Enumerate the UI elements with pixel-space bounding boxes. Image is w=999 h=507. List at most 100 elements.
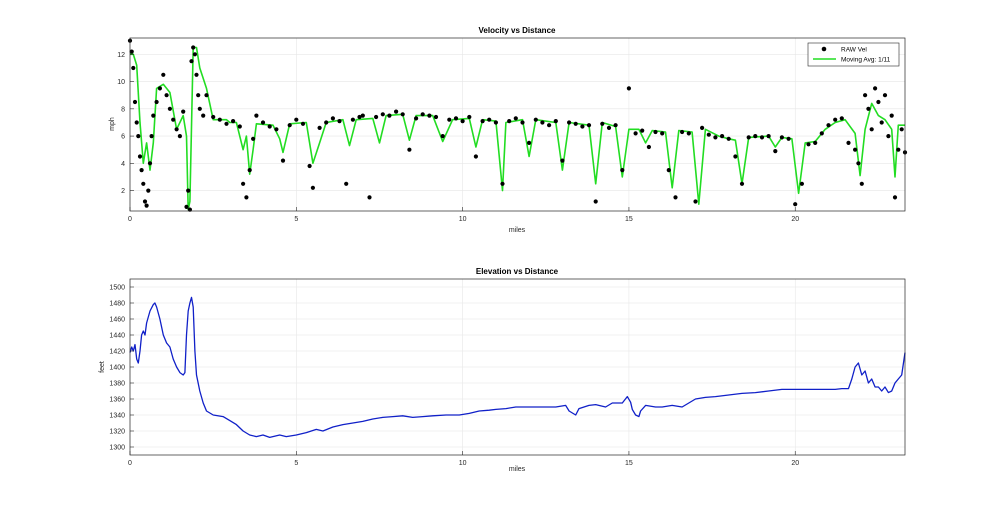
- y-tick-label: 1380: [109, 381, 125, 388]
- raw-vel-point: [600, 121, 605, 126]
- raw-vel-point: [337, 119, 342, 124]
- raw-vel-point: [237, 124, 242, 129]
- raw-vel-point: [786, 136, 791, 141]
- velocity-chart: 0 5 10 15 20 2 4 6 8 10 12 Velocity vs Distance m…: [109, 26, 908, 234]
- raw-vel-point: [806, 142, 811, 147]
- y-tick-label: 1360: [109, 397, 125, 404]
- velocity-axes-box: [129, 37, 906, 212]
- raw-vel-point: [420, 112, 425, 117]
- y-tick-label: 6: [121, 134, 125, 141]
- raw-vel-point: [360, 113, 365, 118]
- y-tick-label: 1340: [109, 413, 125, 420]
- raw-vel-point: [853, 147, 858, 152]
- y-tick-label: 1480: [109, 301, 125, 308]
- raw-vel-point: [433, 114, 439, 120]
- raw-vel-point: [197, 106, 202, 111]
- raw-vel-point: [141, 181, 146, 186]
- raw-vel-point: [187, 207, 192, 212]
- velocity-x-axis-label: miles: [509, 227, 526, 234]
- y-tick-label: 8: [121, 106, 125, 113]
- raw-vel-point: [460, 119, 465, 124]
- raw-vel-point: [739, 181, 745, 186]
- raw-vel-point: [560, 158, 565, 163]
- raw-vel-point: [653, 129, 658, 135]
- raw-vel-point: [132, 99, 138, 105]
- raw-vel-point: [151, 113, 156, 118]
- elevation-x-ticks: 0 5 10 15 20: [128, 451, 799, 467]
- raw-vel-point: [171, 117, 176, 122]
- raw-vel-point: [813, 140, 818, 145]
- raw-vel-point: [310, 185, 315, 190]
- raw-vel-point: [287, 123, 292, 128]
- elevation-chart: 0 5 10 15 20 1300 1320 1340 1360 1380 1400 1420 144…: [99, 267, 906, 473]
- raw-vel-point: [330, 116, 335, 121]
- velocity-y-axis-label: mph: [109, 117, 116, 131]
- raw-vel-point: [231, 119, 236, 124]
- raw-vel-point: [507, 119, 512, 124]
- raw-vel-point: [899, 127, 904, 132]
- raw-vel-point: [129, 49, 134, 54]
- raw-vel-point: [793, 202, 798, 207]
- y-tick-label: 2: [121, 188, 125, 195]
- raw-vel-point: [839, 116, 844, 121]
- raw-vel-point: [673, 195, 678, 200]
- raw-vel-point: [896, 147, 901, 152]
- raw-vel-point: [779, 135, 785, 140]
- raw-vel-point: [480, 119, 485, 124]
- y-tick-label: 1420: [109, 349, 125, 356]
- raw-vel-point: [217, 117, 222, 122]
- raw-vel-point: [882, 93, 888, 98]
- x-tick-label: 5: [294, 216, 298, 223]
- raw-vel-point: [374, 114, 379, 120]
- raw-vel-point: [157, 86, 162, 91]
- raw-vel-point: [593, 199, 598, 204]
- raw-vel-point: [863, 93, 868, 98]
- moving-avg-line: [130, 46, 905, 211]
- raw-vel-point: [826, 123, 831, 128]
- x-tick-label: 10: [459, 460, 467, 467]
- raw-vel-point: [149, 134, 154, 139]
- raw-vel-point: [660, 131, 665, 136]
- raw-vel-point: [394, 109, 399, 114]
- raw-vel-point: [192, 52, 197, 57]
- raw-vel-point: [866, 106, 871, 111]
- velocity-raw-series: [127, 38, 908, 212]
- y-tick-label: 10: [117, 79, 125, 86]
- raw-vel-point: [244, 195, 249, 200]
- velocity-plot-area: [130, 38, 905, 211]
- raw-vel-point: [876, 99, 881, 105]
- raw-vel-point: [294, 117, 299, 122]
- raw-vel-point: [533, 117, 538, 122]
- raw-vel-point: [317, 125, 322, 130]
- raw-vel-point: [453, 116, 459, 121]
- raw-vel-point: [194, 72, 199, 77]
- x-tick-label: 20: [791, 216, 799, 223]
- x-tick-label: 0: [128, 460, 132, 467]
- raw-vel-point: [540, 120, 545, 125]
- raw-vel-point: [161, 72, 166, 77]
- elevation-chart-title: Elevation vs Distance: [476, 267, 559, 276]
- raw-vel-point: [693, 199, 698, 204]
- raw-vel-point: [527, 140, 532, 145]
- raw-vel-point: [174, 127, 179, 132]
- raw-vel-point: [154, 99, 159, 105]
- raw-vel-point: [300, 121, 306, 126]
- raw-vel-point: [167, 106, 172, 111]
- y-tick-label: 1460: [109, 317, 125, 324]
- raw-vel-point: [367, 195, 372, 200]
- raw-vel-point: [473, 154, 478, 159]
- raw-vel-point: [733, 154, 738, 159]
- raw-vel-point: [580, 124, 585, 129]
- raw-vel-point: [139, 168, 144, 173]
- raw-vel-point: [573, 121, 578, 126]
- raw-vel-point: [204, 93, 209, 98]
- raw-vel-point: [224, 121, 229, 126]
- velocity-grid: [129, 38, 905, 211]
- raw-vel-point: [620, 168, 625, 173]
- raw-vel-point: [606, 125, 612, 130]
- raw-vel-point: [131, 65, 136, 71]
- elevation-line: [129, 296, 906, 439]
- raw-vel-point: [869, 127, 874, 132]
- raw-vel-point: [136, 134, 141, 139]
- raw-vel-point: [211, 114, 216, 120]
